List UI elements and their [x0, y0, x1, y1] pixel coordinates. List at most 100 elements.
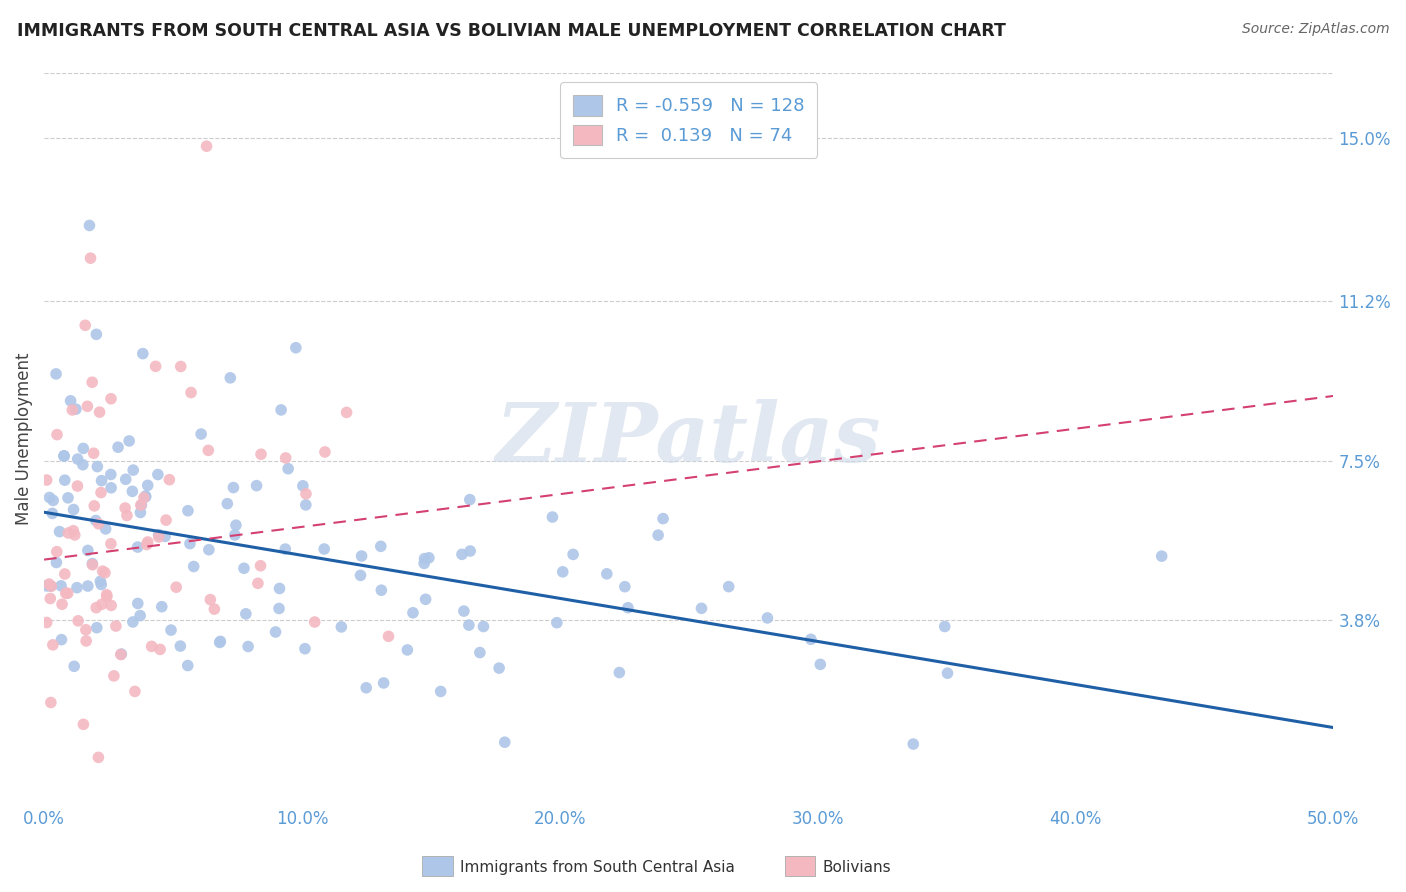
Point: [89, 405, 111, 419]
Point: [183, 559, 205, 574]
Point: [197, 443, 219, 458]
Point: [135, 538, 157, 552]
Text: Source: ZipAtlas.com: Source: ZipAtlas.com: [1241, 22, 1389, 37]
Point: [756, 611, 779, 625]
Point: [53, 473, 76, 487]
Point: [150, 599, 173, 614]
Point: [45, 367, 67, 381]
Point: [617, 600, 640, 615]
Point: [35, 473, 58, 487]
Point: [100, 467, 122, 482]
Point: [51, 597, 73, 611]
Point: [225, 518, 247, 533]
Point: [75, 623, 97, 637]
Point: [35, 615, 58, 630]
Point: [148, 527, 170, 541]
Point: [451, 547, 474, 561]
Text: Immigrants from South Central Asia: Immigrants from South Central Asia: [460, 860, 735, 874]
Point: [87, 750, 110, 764]
Point: [96, 588, 118, 602]
Point: [217, 497, 239, 511]
Point: [127, 540, 149, 554]
Point: [934, 619, 956, 633]
Point: [131, 498, 153, 512]
Point: [127, 597, 149, 611]
Point: [190, 427, 212, 442]
Point: [132, 346, 155, 360]
Point: [370, 583, 392, 598]
Point: [62, 502, 84, 516]
Point: [249, 558, 271, 573]
Point: [146, 467, 169, 482]
Point: [129, 608, 152, 623]
Point: [53, 567, 76, 582]
Point: [91, 564, 114, 578]
Text: ZIPatlas: ZIPatlas: [496, 399, 882, 479]
Point: [453, 604, 475, 618]
Point: [115, 508, 138, 523]
Point: [76, 400, 98, 414]
Point: [82, 557, 104, 571]
Point: [48, 524, 70, 539]
Point: [42, 638, 65, 652]
Point: [89, 574, 111, 589]
Point: [62, 524, 84, 538]
Point: [49, 579, 72, 593]
Text: Bolivians: Bolivians: [823, 860, 891, 874]
Point: [56, 586, 79, 600]
Point: [75, 318, 97, 333]
Point: [67, 614, 90, 628]
Point: [200, 592, 222, 607]
Point: [396, 643, 419, 657]
Point: [277, 461, 299, 475]
Point: [304, 615, 326, 629]
Point: [177, 504, 200, 518]
Point: [222, 481, 245, 495]
Point: [103, 669, 125, 683]
Point: [66, 479, 89, 493]
Point: [129, 498, 152, 512]
Point: [110, 648, 132, 662]
Point: [136, 478, 159, 492]
Point: [104, 619, 127, 633]
Point: [83, 499, 105, 513]
Point: [100, 537, 122, 551]
Point: [169, 639, 191, 653]
Point: [541, 510, 564, 524]
Point: [468, 646, 491, 660]
Point: [94, 566, 117, 580]
Point: [274, 542, 297, 557]
Point: [613, 580, 636, 594]
Text: IMMIGRANTS FROM SOUTH CENTRAL ASIA VS BOLIVIAN MALE UNEMPLOYMENT CORRELATION CHA: IMMIGRANTS FROM SOUTH CENTRAL ASIA VS BO…: [17, 22, 1005, 40]
Point: [79, 251, 101, 265]
Point: [79, 219, 101, 233]
Point: [413, 557, 436, 571]
Point: [607, 665, 630, 680]
Point: [51, 632, 73, 647]
Point: [84, 514, 107, 528]
Point: [90, 474, 112, 488]
Point: [63, 659, 86, 673]
Point: [418, 550, 440, 565]
Point: [96, 590, 118, 604]
Point: [124, 684, 146, 698]
Point: [336, 405, 359, 419]
Point: [209, 634, 232, 648]
Point: [903, 737, 925, 751]
Point: [66, 581, 89, 595]
Point: [90, 597, 112, 611]
Point: [153, 529, 176, 543]
Point: [246, 576, 269, 591]
Point: [38, 491, 60, 505]
Point: [354, 681, 377, 695]
Point: [39, 696, 62, 710]
Point: [546, 615, 568, 630]
Point: [86, 621, 108, 635]
Point: [75, 634, 97, 648]
Point: [269, 582, 291, 596]
Point: [35, 579, 58, 593]
Point: [122, 463, 145, 477]
Point: [717, 580, 740, 594]
Point: [295, 498, 318, 512]
Point: [38, 577, 60, 591]
